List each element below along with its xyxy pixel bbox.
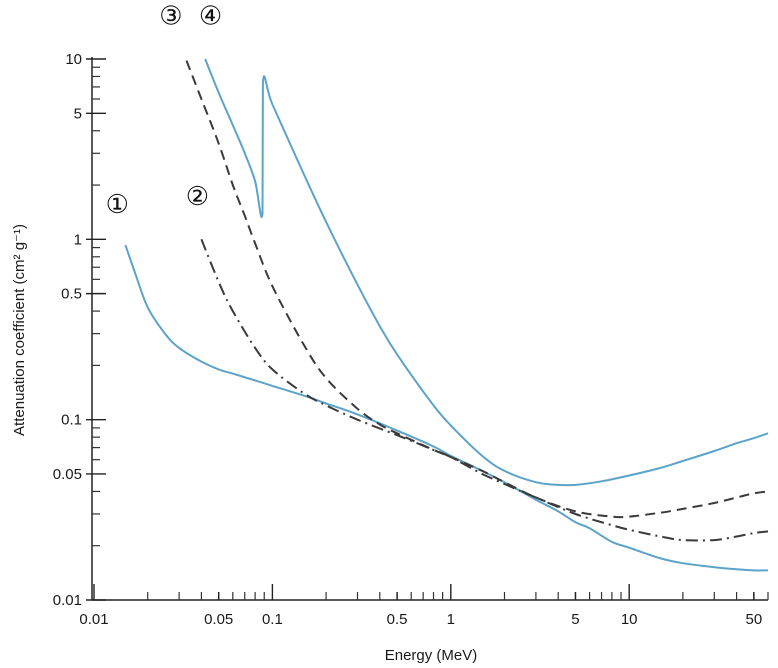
y-tick-label: 0.01 [53,592,82,609]
axes: 0.01 0.05 0.1 0.5 1 5 10 50 10 5 1 0.5 0.1 0.05 0.01 [53,51,769,628]
series-layer [124,58,769,572]
y-axis-title: Attenuation coefficient (cm² g⁻¹) [11,224,28,436]
y-tick-label: 10 [65,51,82,68]
x-tick-label: 50 [746,611,763,628]
series-line-3 [185,60,769,519]
x-ticks: 0.01 0.05 0.1 0.5 1 5 10 50 [79,584,762,628]
y-minor-ticks [92,66,100,547]
annotation-layer: ① ② ③ ④ [106,2,223,220]
x-tick-label: 10 [621,611,638,628]
x-tick-label: 0.05 [204,611,233,628]
series-line-1 [124,244,769,572]
y-tick-label: 1 [74,231,82,248]
x-tick-label: 5 [571,611,579,628]
y-tick-label: 0.05 [53,466,82,483]
y-tick-label: 0.5 [61,286,82,303]
series-line-4 [204,58,769,487]
series-marker-4: ④ [199,2,222,32]
x-axis-title: Energy (MeV) [385,647,478,664]
x-tick-label: 0.5 [387,611,408,628]
y-tick-label: 0.1 [61,412,82,429]
y-tick-label: 5 [74,105,82,122]
series-marker-1: ① [106,190,129,220]
series-marker-3: ③ [159,2,182,32]
x-tick-label: 0.1 [262,611,283,628]
series-marker-2: ② [186,182,209,212]
x-tick-label: 1 [447,611,455,628]
y-ticks: 10 5 1 0.5 0.1 0.05 0.01 [53,51,106,609]
series-line-2 [200,238,769,542]
x-tick-label: 0.01 [79,611,108,628]
x-minor-ticks [147,592,769,600]
